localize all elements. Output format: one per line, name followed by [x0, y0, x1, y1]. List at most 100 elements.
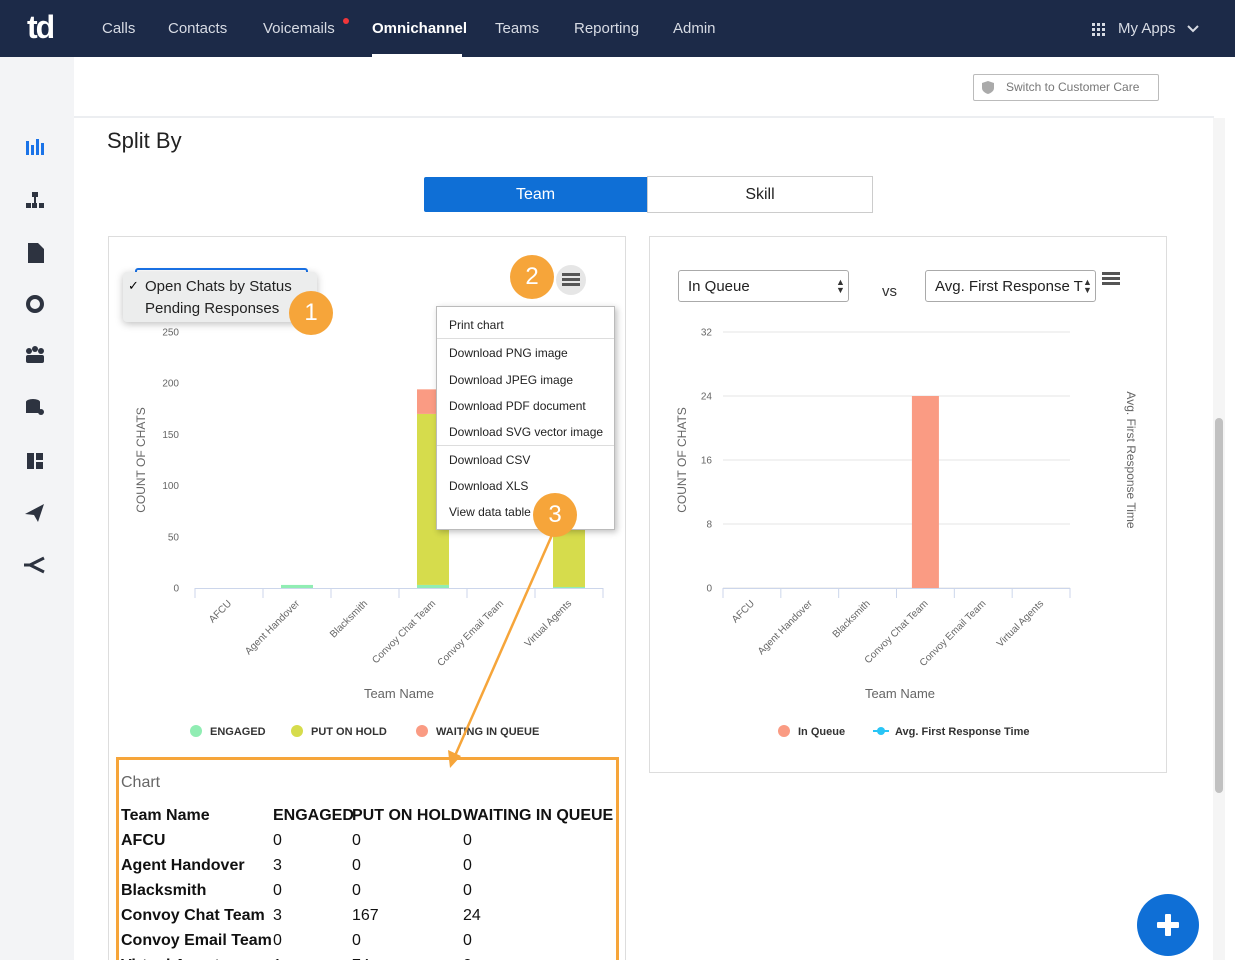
icon-dashboard[interactable] [27, 453, 43, 469]
table-cell: PUT ON HOLD [352, 807, 463, 824]
icon-reports[interactable] [26, 139, 44, 155]
table-cell: Team Name [121, 807, 210, 824]
y-tick-label: 24 [701, 392, 713, 403]
y-tick-label: 16 [701, 456, 713, 467]
table-cell: 0 [273, 882, 282, 899]
export-item[interactable]: Download XLS [449, 479, 529, 493]
legend-label: Avg. First Response Time [895, 726, 1029, 738]
table-cell: 0 [463, 857, 472, 874]
chart-type-menu: ✓ Open Chats by Status Pending Responses [123, 272, 317, 322]
y2-axis-label: Avg. First Response Time [1124, 391, 1138, 528]
table-cell: 0 [352, 832, 361, 849]
icon-flow[interactable] [24, 556, 45, 574]
table-cell: Blacksmith [121, 882, 207, 899]
my-apps[interactable]: My Apps [1118, 20, 1176, 37]
hamburger[interactable] [1101, 271, 1121, 287]
export-item[interactable]: Download JPEG image [449, 373, 574, 387]
table-cell: 0 [352, 932, 361, 949]
legend-marker [190, 725, 202, 737]
export-item[interactable]: Download CSV [449, 453, 531, 467]
nav-item[interactable]: Admin [673, 20, 716, 37]
nav-item[interactable]: Contacts [168, 20, 228, 37]
check-mark: ✓ [128, 278, 139, 293]
select-arrows: ▲ ▼ [1083, 278, 1095, 296]
legend-label: PUT ON HOLD [311, 726, 387, 738]
table-body: Team Name ENGAGED PUT ON HOLD WAITING IN QU… [119, 760, 616, 960]
nav-item[interactable]: Voicemails [263, 20, 335, 37]
table-cell: Virtual Agents [121, 957, 229, 960]
badge: 1 [289, 291, 333, 335]
y-tick-label: 0 [706, 584, 712, 595]
switch-button[interactable]: Switch to Customer Care [973, 74, 1159, 101]
x-axis-label: Team Name [364, 686, 434, 701]
hamburger[interactable] [561, 271, 581, 287]
bar [417, 584, 449, 588]
scroll-thumb[interactable] [1215, 418, 1223, 793]
table-cell: 0 [463, 932, 472, 949]
y-tick-label: 100 [162, 481, 179, 492]
metric-select[interactable]: In Queue [678, 270, 849, 302]
separator [437, 445, 614, 446]
table-cell: ENGAGED [273, 807, 354, 824]
export-item[interactable]: Download SVG vector image [449, 425, 604, 439]
table-cell: 1 [273, 957, 282, 960]
table-cell: Agent Handover [121, 857, 245, 874]
table-cell: AFCU [121, 832, 166, 849]
top-nav: td Calls Contacts Voicemails Omnichannel… [0, 0, 1235, 57]
metric-select[interactable]: Avg. First Response Time [925, 270, 1096, 302]
notification-dot [343, 18, 349, 24]
bar [281, 584, 313, 588]
export-item[interactable]: Download PDF document [449, 399, 586, 413]
menu-option[interactable]: Open Chats by Status [145, 278, 292, 295]
table-cell: 0 [463, 832, 472, 849]
legend-marker [778, 725, 790, 737]
select-arrows: ▲ ▼ [836, 277, 845, 295]
table-cell: 3 [273, 907, 282, 924]
icon-settings[interactable] [26, 295, 44, 313]
y-tick-label: 8 [706, 520, 712, 531]
icon-doc[interactable] [28, 243, 44, 263]
bar [911, 396, 939, 588]
table-cell: 24 [463, 907, 481, 924]
table-cell: Convoy Email Team [121, 932, 272, 949]
apps-icon[interactable] [1092, 23, 1106, 37]
export-item[interactable]: View data table [449, 505, 531, 519]
nav-item[interactable]: Teams [495, 20, 540, 37]
table-cell: 0 [463, 882, 472, 899]
nav-item[interactable]: Reporting [574, 20, 640, 37]
menu-option[interactable]: Pending Responses [145, 300, 280, 317]
nav-item-active[interactable]: Omnichannel [372, 20, 468, 37]
chevron[interactable] [1187, 25, 1199, 33]
bar [553, 586, 585, 588]
table-cell: Convoy Chat Team [121, 907, 265, 924]
table-cell: 0 [463, 957, 472, 960]
callout-arrow [448, 534, 554, 768]
logo[interactable]: td [27, 9, 55, 45]
tab-active[interactable]: Team [424, 177, 647, 212]
icon-people[interactable] [26, 346, 44, 363]
nav-item[interactable]: Calls [102, 20, 136, 37]
icon-org[interactable] [26, 192, 44, 208]
table-cell: 74 [352, 957, 370, 960]
export-item[interactable]: Print chart [449, 318, 504, 332]
y-tick-label: 32 [701, 328, 713, 339]
separator [437, 338, 614, 339]
icon-database[interactable] [26, 399, 44, 415]
y-axis-label: COUNT OF CHATS [675, 407, 689, 513]
badge: 3 [533, 493, 577, 537]
legend-label: ENGAGED [210, 726, 266, 738]
right-panel [649, 236, 1167, 773]
tab[interactable]: Skill [647, 176, 873, 213]
fab[interactable] [1136, 893, 1200, 957]
divider [74, 116, 1214, 118]
y-tick-label: 250 [162, 328, 179, 339]
data-table: Chart Team Name ENGAGED PUT ON HOLD WAITING… [116, 757, 619, 960]
table-cell: 0 [273, 932, 282, 949]
shield-icon [982, 81, 994, 94]
icon-send[interactable] [25, 504, 44, 522]
legend-label: WAITING IN QUEUE [436, 726, 539, 738]
export-item[interactable]: Download PNG image [449, 346, 568, 360]
x-axis-label: Team Name [865, 686, 935, 701]
